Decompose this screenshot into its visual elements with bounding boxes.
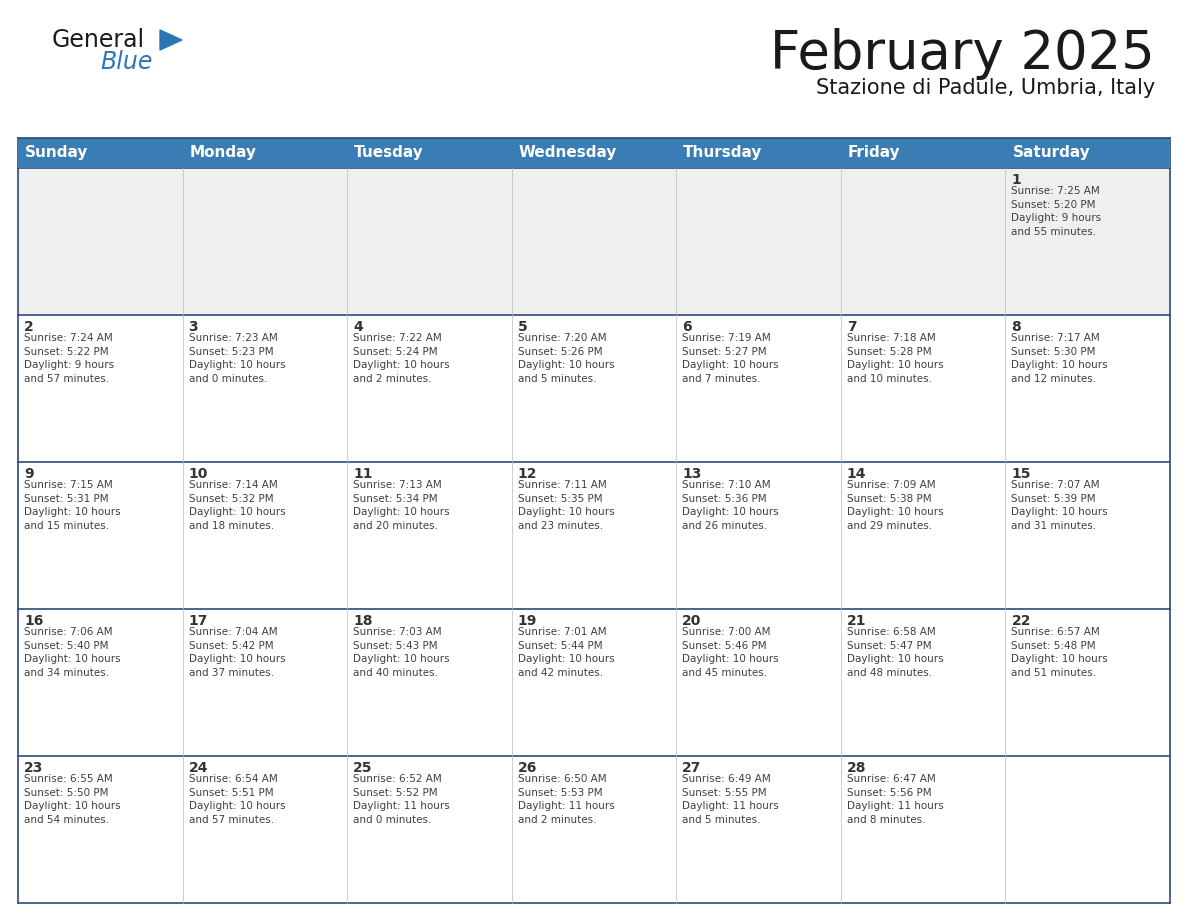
Text: 28: 28 xyxy=(847,761,866,775)
Text: 19: 19 xyxy=(518,614,537,628)
Text: Sunrise: 7:03 AM
Sunset: 5:43 PM
Daylight: 10 hours
and 40 minutes.: Sunrise: 7:03 AM Sunset: 5:43 PM Dayligh… xyxy=(353,627,450,677)
Text: 7: 7 xyxy=(847,320,857,334)
Text: Monday: Monday xyxy=(190,145,257,161)
Text: 26: 26 xyxy=(518,761,537,775)
Text: Sunrise: 7:10 AM
Sunset: 5:36 PM
Daylight: 10 hours
and 26 minutes.: Sunrise: 7:10 AM Sunset: 5:36 PM Dayligh… xyxy=(682,480,779,531)
Text: 2: 2 xyxy=(24,320,33,334)
Text: 22: 22 xyxy=(1011,614,1031,628)
Text: Sunrise: 7:20 AM
Sunset: 5:26 PM
Daylight: 10 hours
and 5 minutes.: Sunrise: 7:20 AM Sunset: 5:26 PM Dayligh… xyxy=(518,333,614,384)
Text: Sunrise: 6:49 AM
Sunset: 5:55 PM
Daylight: 11 hours
and 5 minutes.: Sunrise: 6:49 AM Sunset: 5:55 PM Dayligh… xyxy=(682,774,779,824)
Text: 23: 23 xyxy=(24,761,44,775)
Text: Sunrise: 7:23 AM
Sunset: 5:23 PM
Daylight: 10 hours
and 0 minutes.: Sunrise: 7:23 AM Sunset: 5:23 PM Dayligh… xyxy=(189,333,285,384)
Text: 4: 4 xyxy=(353,320,362,334)
Text: 25: 25 xyxy=(353,761,373,775)
Bar xyxy=(18,609,1170,756)
Text: 24: 24 xyxy=(189,761,208,775)
Text: Sunrise: 6:54 AM
Sunset: 5:51 PM
Daylight: 10 hours
and 57 minutes.: Sunrise: 6:54 AM Sunset: 5:51 PM Dayligh… xyxy=(189,774,285,824)
Text: 20: 20 xyxy=(682,614,702,628)
Text: Sunrise: 6:50 AM
Sunset: 5:53 PM
Daylight: 11 hours
and 2 minutes.: Sunrise: 6:50 AM Sunset: 5:53 PM Dayligh… xyxy=(518,774,614,824)
Text: 17: 17 xyxy=(189,614,208,628)
Text: Sunday: Sunday xyxy=(25,145,88,161)
Text: Tuesday: Tuesday xyxy=(354,145,424,161)
Text: Friday: Friday xyxy=(848,145,901,161)
Text: Sunrise: 6:55 AM
Sunset: 5:50 PM
Daylight: 10 hours
and 54 minutes.: Sunrise: 6:55 AM Sunset: 5:50 PM Dayligh… xyxy=(24,774,121,824)
Text: General: General xyxy=(52,28,145,52)
Text: Sunrise: 7:09 AM
Sunset: 5:38 PM
Daylight: 10 hours
and 29 minutes.: Sunrise: 7:09 AM Sunset: 5:38 PM Dayligh… xyxy=(847,480,943,531)
Bar xyxy=(18,168,1170,315)
Text: Sunrise: 7:11 AM
Sunset: 5:35 PM
Daylight: 10 hours
and 23 minutes.: Sunrise: 7:11 AM Sunset: 5:35 PM Dayligh… xyxy=(518,480,614,531)
Text: Sunrise: 7:18 AM
Sunset: 5:28 PM
Daylight: 10 hours
and 10 minutes.: Sunrise: 7:18 AM Sunset: 5:28 PM Dayligh… xyxy=(847,333,943,384)
Text: Sunrise: 7:25 AM
Sunset: 5:20 PM
Daylight: 9 hours
and 55 minutes.: Sunrise: 7:25 AM Sunset: 5:20 PM Dayligh… xyxy=(1011,186,1101,237)
Text: 27: 27 xyxy=(682,761,702,775)
Text: Sunrise: 6:57 AM
Sunset: 5:48 PM
Daylight: 10 hours
and 51 minutes.: Sunrise: 6:57 AM Sunset: 5:48 PM Dayligh… xyxy=(1011,627,1108,677)
Text: Sunrise: 7:00 AM
Sunset: 5:46 PM
Daylight: 10 hours
and 45 minutes.: Sunrise: 7:00 AM Sunset: 5:46 PM Dayligh… xyxy=(682,627,779,677)
Text: Thursday: Thursday xyxy=(683,145,763,161)
Text: Sunrise: 7:07 AM
Sunset: 5:39 PM
Daylight: 10 hours
and 31 minutes.: Sunrise: 7:07 AM Sunset: 5:39 PM Dayligh… xyxy=(1011,480,1108,531)
Text: Sunrise: 7:17 AM
Sunset: 5:30 PM
Daylight: 10 hours
and 12 minutes.: Sunrise: 7:17 AM Sunset: 5:30 PM Dayligh… xyxy=(1011,333,1108,384)
Bar xyxy=(18,756,1170,903)
Text: Sunrise: 7:22 AM
Sunset: 5:24 PM
Daylight: 10 hours
and 2 minutes.: Sunrise: 7:22 AM Sunset: 5:24 PM Dayligh… xyxy=(353,333,450,384)
Bar xyxy=(18,315,1170,462)
Text: 8: 8 xyxy=(1011,320,1022,334)
Text: Stazione di Padule, Umbria, Italy: Stazione di Padule, Umbria, Italy xyxy=(816,78,1155,98)
Text: Saturday: Saturday xyxy=(1012,145,1091,161)
Text: 15: 15 xyxy=(1011,467,1031,481)
Text: 13: 13 xyxy=(682,467,702,481)
Text: 5: 5 xyxy=(518,320,527,334)
Text: 10: 10 xyxy=(189,467,208,481)
Text: 16: 16 xyxy=(24,614,44,628)
Text: 11: 11 xyxy=(353,467,373,481)
Text: Wednesday: Wednesday xyxy=(519,145,617,161)
Text: 21: 21 xyxy=(847,614,866,628)
Text: 6: 6 xyxy=(682,320,691,334)
Text: Sunrise: 7:15 AM
Sunset: 5:31 PM
Daylight: 10 hours
and 15 minutes.: Sunrise: 7:15 AM Sunset: 5:31 PM Dayligh… xyxy=(24,480,121,531)
Text: Sunrise: 7:01 AM
Sunset: 5:44 PM
Daylight: 10 hours
and 42 minutes.: Sunrise: 7:01 AM Sunset: 5:44 PM Dayligh… xyxy=(518,627,614,677)
Text: Sunrise: 6:47 AM
Sunset: 5:56 PM
Daylight: 11 hours
and 8 minutes.: Sunrise: 6:47 AM Sunset: 5:56 PM Dayligh… xyxy=(847,774,943,824)
Text: Sunrise: 6:52 AM
Sunset: 5:52 PM
Daylight: 11 hours
and 0 minutes.: Sunrise: 6:52 AM Sunset: 5:52 PM Dayligh… xyxy=(353,774,450,824)
Polygon shape xyxy=(160,30,182,50)
Text: 9: 9 xyxy=(24,467,33,481)
Text: Sunrise: 7:14 AM
Sunset: 5:32 PM
Daylight: 10 hours
and 18 minutes.: Sunrise: 7:14 AM Sunset: 5:32 PM Dayligh… xyxy=(189,480,285,531)
Text: Sunrise: 7:24 AM
Sunset: 5:22 PM
Daylight: 9 hours
and 57 minutes.: Sunrise: 7:24 AM Sunset: 5:22 PM Dayligh… xyxy=(24,333,114,384)
Text: 14: 14 xyxy=(847,467,866,481)
Bar xyxy=(18,462,1170,609)
Text: 3: 3 xyxy=(189,320,198,334)
Text: 12: 12 xyxy=(518,467,537,481)
Text: Sunrise: 7:04 AM
Sunset: 5:42 PM
Daylight: 10 hours
and 37 minutes.: Sunrise: 7:04 AM Sunset: 5:42 PM Dayligh… xyxy=(189,627,285,677)
Text: Blue: Blue xyxy=(100,50,152,74)
Bar xyxy=(18,138,1170,168)
Text: Sunrise: 7:19 AM
Sunset: 5:27 PM
Daylight: 10 hours
and 7 minutes.: Sunrise: 7:19 AM Sunset: 5:27 PM Dayligh… xyxy=(682,333,779,384)
Text: February 2025: February 2025 xyxy=(770,28,1155,80)
Text: Sunrise: 6:58 AM
Sunset: 5:47 PM
Daylight: 10 hours
and 48 minutes.: Sunrise: 6:58 AM Sunset: 5:47 PM Dayligh… xyxy=(847,627,943,677)
Text: 1: 1 xyxy=(1011,173,1022,187)
Text: Sunrise: 7:13 AM
Sunset: 5:34 PM
Daylight: 10 hours
and 20 minutes.: Sunrise: 7:13 AM Sunset: 5:34 PM Dayligh… xyxy=(353,480,450,531)
Text: 18: 18 xyxy=(353,614,373,628)
Text: Sunrise: 7:06 AM
Sunset: 5:40 PM
Daylight: 10 hours
and 34 minutes.: Sunrise: 7:06 AM Sunset: 5:40 PM Dayligh… xyxy=(24,627,121,677)
